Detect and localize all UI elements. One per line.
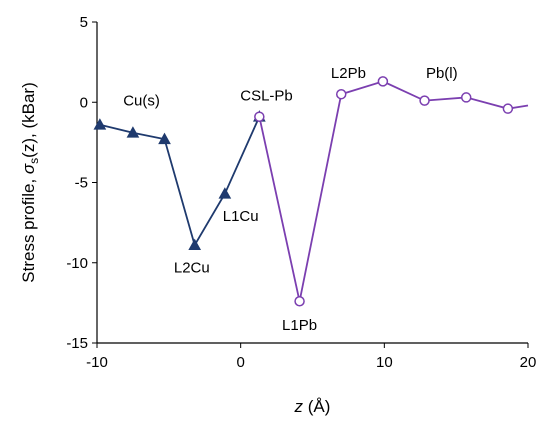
point-annotation: Cu(s)	[123, 92, 160, 109]
data-point-circle	[460, 92, 472, 103]
point-annotation: L2Cu	[174, 259, 210, 276]
point-annotation: CSL-Pb	[240, 88, 293, 105]
y-axis-label-prefix: Stress profile,	[19, 174, 38, 283]
series-line-1	[99, 116, 261, 248]
point-annotation: Pb(l)	[426, 65, 458, 82]
data-point-circle	[294, 296, 305, 307]
y-tick-label: 0	[80, 94, 88, 111]
data-point-circle	[377, 76, 389, 87]
y-tick-label: -15	[66, 335, 88, 352]
y-tick-label: 5	[80, 14, 88, 31]
x-axis-label-unit: (Å)	[303, 397, 330, 416]
x-tick-label: -10	[86, 354, 108, 371]
x-tick-label: 10	[376, 354, 393, 371]
y-axis-label-symbol: σ	[19, 163, 38, 174]
y-tick-label: -10	[66, 255, 88, 272]
plot-axes: 5 0 -5 -10 -15 -10 0 10 20	[66, 14, 536, 371]
y-tick-label: -5	[75, 175, 88, 192]
y-axis-label: Stress profile, σs(z), (kBar)	[19, 82, 41, 282]
y-axis-label-suffix: (z), (kBar)	[19, 82, 38, 158]
data-point-triangle	[218, 187, 232, 199]
data-point-triangle	[126, 126, 140, 138]
data-point-circle	[254, 111, 265, 122]
data-point-triangle	[158, 132, 171, 145]
x-tick-label: 0	[236, 354, 244, 371]
data-point-circle	[419, 95, 430, 106]
data-point-circle	[335, 88, 347, 100]
x-tick-label: 20	[520, 354, 537, 371]
point-annotation: L2Pb	[331, 65, 366, 82]
series-layer	[93, 76, 529, 307]
data-point-triangle	[188, 238, 202, 250]
data-point-circle	[502, 103, 514, 114]
point-annotation: L1Pb	[282, 317, 317, 334]
data-point-triangle	[93, 118, 107, 130]
annotation-layer: Cu(s) CSL-Pb L2Pb Pb(l) L1Cu L2Cu L1Pb	[123, 65, 457, 334]
series-line-2	[258, 80, 529, 302]
x-axis-label-var: z	[294, 397, 304, 416]
y-axis-label-sub: s	[27, 158, 41, 164]
point-annotation: L1Cu	[223, 208, 259, 225]
x-axis-label: z (Å)	[294, 397, 331, 416]
